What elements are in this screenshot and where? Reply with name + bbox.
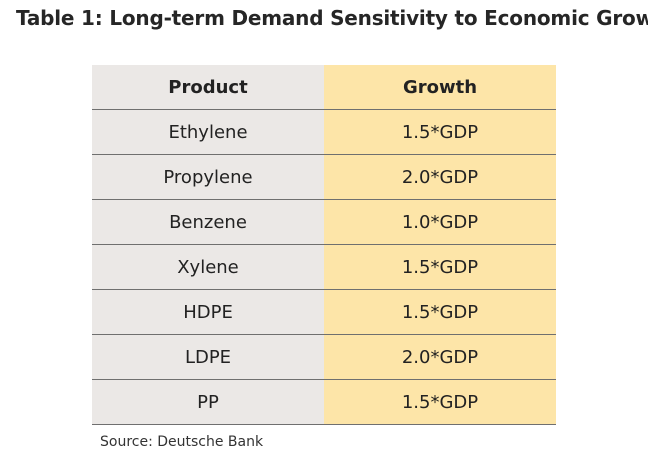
table-row: Benzene 1.0*GDP — [92, 199, 556, 245]
table-header-row: Product Growth — [92, 65, 556, 110]
table-row: HDPE 1.5*GDP — [92, 289, 556, 335]
column-header-growth: Growth — [324, 65, 556, 110]
growth-cell: 1.5*GDP — [324, 379, 556, 425]
table-row: Ethylene 1.5*GDP — [92, 109, 556, 155]
growth-cell: 1.5*GDP — [324, 244, 556, 290]
growth-cell: 1.5*GDP — [324, 109, 556, 155]
product-cell: Ethylene — [92, 109, 324, 155]
table-title: Table 1: Long-term Demand Sensitivity to… — [16, 6, 648, 30]
product-cell: LDPE — [92, 334, 324, 380]
growth-cell: 2.0*GDP — [324, 334, 556, 380]
growth-cell: 2.0*GDP — [324, 154, 556, 200]
product-cell: Benzene — [92, 199, 324, 245]
column-header-product: Product — [92, 65, 324, 110]
growth-cell: 1.5*GDP — [324, 289, 556, 335]
table-row: LDPE 2.0*GDP — [92, 334, 556, 380]
table-row: Propylene 2.0*GDP — [92, 154, 556, 200]
source-note: Source: Deutsche Bank — [100, 434, 264, 450]
product-cell: PP — [92, 379, 324, 425]
product-cell: HDPE — [92, 289, 324, 335]
table-row: PP 1.5*GDP — [92, 379, 556, 425]
table-row: Xylene 1.5*GDP — [92, 244, 556, 290]
product-cell: Xylene — [92, 244, 324, 290]
product-cell: Propylene — [92, 154, 324, 200]
growth-cell: 1.0*GDP — [324, 199, 556, 245]
demand-sensitivity-table: Product Growth Ethylene 1.5*GDP Propylen… — [92, 65, 556, 425]
